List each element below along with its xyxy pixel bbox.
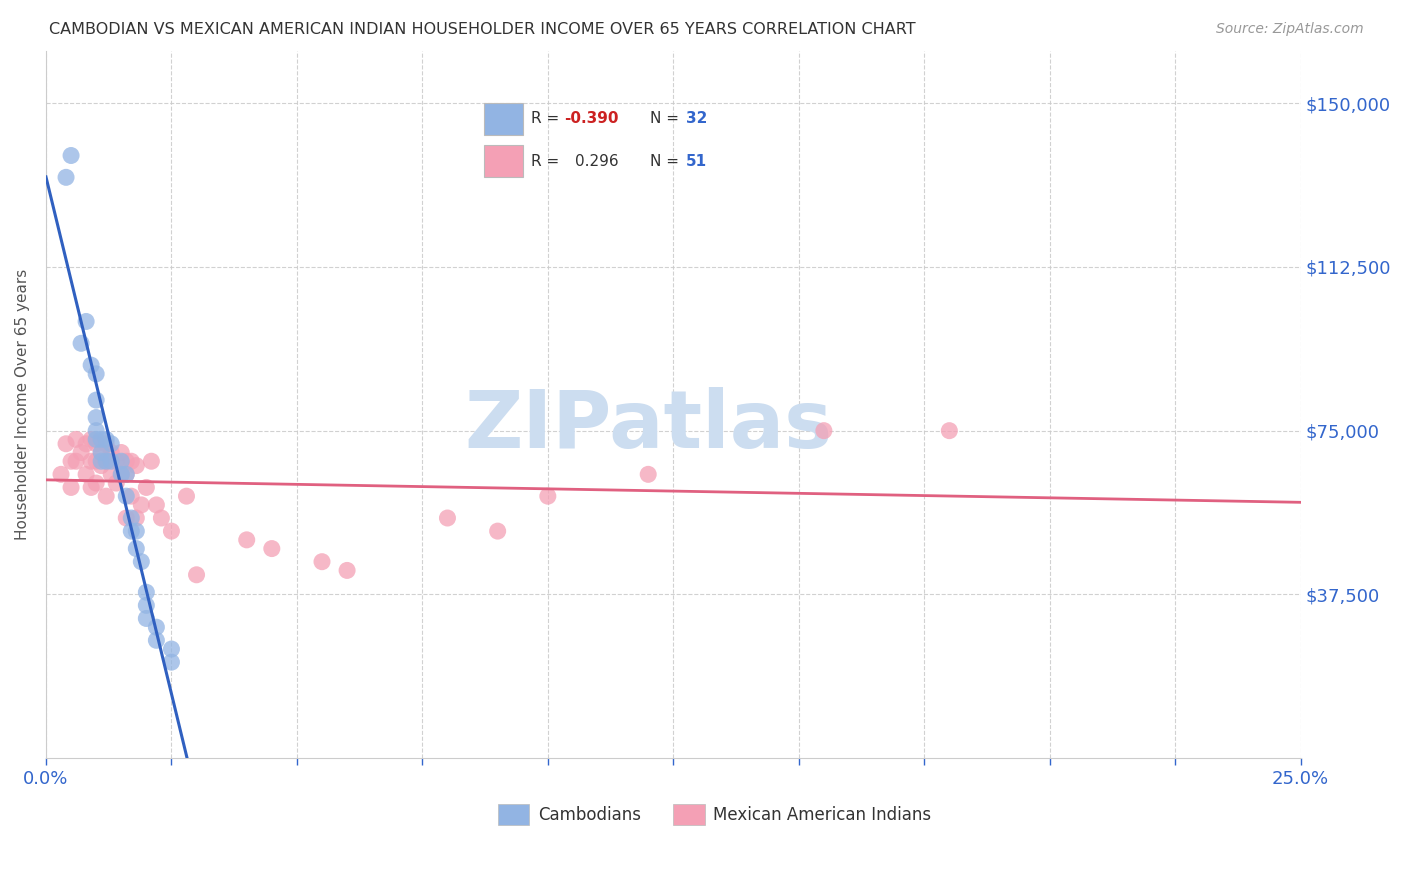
Point (49, 467, 72, 482)
Point (115, 467, 138, 482)
Point (84, 424, 107, 438)
Point (105, 476, 128, 491)
Point (65, 433, 87, 447)
Point (96, 433, 118, 447)
Point (120, 454, 142, 468)
Point (135, 585, 157, 599)
Point (120, 511, 142, 525)
Point (90, 454, 112, 468)
Point (311, 555, 333, 569)
Point (160, 524, 183, 538)
Point (55, 170, 77, 185)
Point (84, 393, 107, 408)
Point (436, 511, 458, 525)
Point (125, 524, 148, 538)
FancyBboxPatch shape (673, 805, 704, 825)
Point (115, 467, 138, 482)
Y-axis label: Householder Income Over 65 years: Householder Income Over 65 years (15, 268, 30, 540)
Text: Source: ZipAtlas.com: Source: ZipAtlas.com (1216, 22, 1364, 37)
Point (96, 454, 118, 468)
Text: CAMBODIAN VS MEXICAN AMERICAN INDIAN HOUSEHOLDER INCOME OVER 65 YEARS CORRELATIO: CAMBODIAN VS MEXICAN AMERICAN INDIAN HOU… (49, 22, 915, 37)
Text: Mexican American Indians: Mexican American Indians (713, 805, 932, 824)
Point (70, 445, 93, 459)
Point (75, 467, 97, 482)
Point (60, 148, 83, 162)
Point (84, 367, 107, 381)
Point (813, 424, 835, 438)
Point (65, 454, 87, 468)
Point (110, 467, 132, 482)
Point (90, 445, 112, 459)
Point (141, 454, 163, 468)
Point (115, 511, 138, 525)
Point (160, 642, 183, 657)
Point (60, 480, 83, 494)
Point (135, 480, 157, 494)
Point (60, 454, 83, 468)
Point (100, 454, 122, 468)
Point (70, 336, 93, 351)
Point (96, 454, 118, 468)
Point (75, 314, 97, 328)
Point (90, 433, 112, 447)
Point (110, 445, 132, 459)
Point (131, 498, 153, 512)
Point (100, 445, 122, 459)
Point (120, 524, 142, 538)
Point (145, 633, 167, 648)
Point (150, 511, 173, 525)
Text: ZIPatlas: ZIPatlas (464, 386, 832, 465)
Point (135, 611, 157, 625)
FancyBboxPatch shape (498, 805, 529, 825)
Point (90, 458, 112, 473)
Point (115, 454, 138, 468)
Point (110, 467, 132, 482)
Point (486, 524, 509, 538)
Point (336, 563, 359, 577)
Point (176, 489, 198, 503)
Point (160, 655, 183, 669)
Point (145, 620, 167, 634)
Point (80, 480, 103, 494)
Point (80, 433, 103, 447)
Point (100, 436, 122, 450)
Point (938, 424, 960, 438)
Point (145, 498, 167, 512)
Point (96, 489, 118, 503)
Point (637, 467, 659, 482)
Point (84, 454, 107, 468)
Point (235, 533, 257, 547)
Point (537, 489, 560, 503)
Point (84, 476, 107, 491)
Text: Cambodians: Cambodians (538, 805, 641, 824)
Point (120, 489, 142, 503)
Point (84, 433, 107, 447)
Point (55, 436, 77, 450)
Point (260, 541, 283, 556)
Point (186, 567, 208, 582)
Point (125, 541, 148, 556)
Point (100, 467, 122, 482)
Point (75, 436, 97, 450)
Point (131, 555, 153, 569)
Point (105, 454, 128, 468)
Point (115, 489, 138, 503)
Point (84, 410, 107, 425)
Point (80, 358, 103, 372)
Point (135, 599, 157, 613)
Point (96, 436, 118, 450)
Point (80, 454, 103, 468)
Point (90, 445, 112, 459)
Point (84, 436, 107, 450)
Point (110, 454, 132, 468)
Point (125, 458, 148, 473)
Point (125, 511, 148, 525)
